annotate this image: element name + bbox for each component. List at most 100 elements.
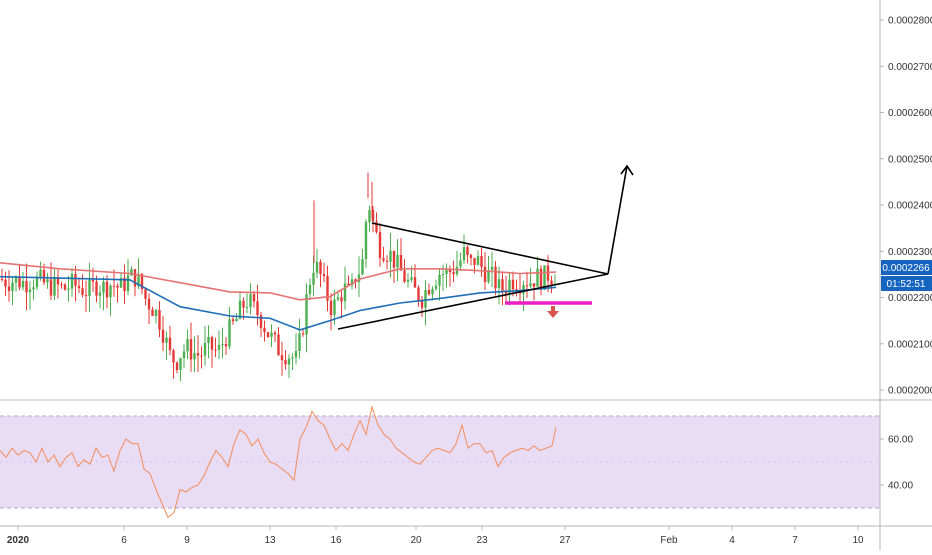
candle-body[interactable] (158, 310, 161, 330)
candle-body[interactable] (130, 269, 133, 276)
candle-body[interactable] (413, 277, 417, 288)
candle-body[interactable] (291, 357, 294, 359)
rsi-pane[interactable] (0, 404, 880, 518)
candle-body[interactable] (0, 279, 4, 280)
candle-body[interactable] (252, 294, 256, 302)
triangle-lower-trendline[interactable] (337, 273, 609, 330)
candle-body[interactable] (172, 350, 175, 363)
candle-body[interactable] (49, 279, 53, 296)
candle-body[interactable] (459, 260, 462, 267)
candle-body[interactable] (438, 274, 441, 286)
candle-body[interactable] (277, 334, 280, 356)
candle-body[interactable] (301, 333, 305, 335)
candle-body[interactable] (25, 281, 28, 293)
candle-body[interactable] (256, 301, 259, 315)
candle-body[interactable] (280, 355, 284, 361)
candle-body[interactable] (126, 275, 130, 291)
candle-body[interactable] (347, 283, 350, 286)
candle-body[interactable] (18, 276, 21, 288)
candle-body[interactable] (228, 319, 231, 347)
candle-body[interactable] (81, 288, 84, 295)
candle-body[interactable] (189, 339, 193, 360)
candle-body[interactable] (455, 266, 459, 275)
candle-body[interactable] (354, 279, 357, 283)
candle-body[interactable] (56, 277, 60, 285)
candle-body[interactable] (112, 285, 116, 287)
candle-body[interactable] (483, 266, 487, 282)
candle-body[interactable] (392, 250, 396, 268)
candle-body[interactable] (74, 274, 77, 286)
candle-body[interactable] (536, 268, 539, 287)
candle-body[interactable] (105, 281, 109, 298)
candle-body[interactable] (305, 294, 308, 335)
candle-body[interactable] (315, 261, 319, 273)
candle-body[interactable] (543, 265, 546, 290)
candle-body[interactable] (319, 261, 322, 274)
candle-body[interactable] (161, 329, 165, 343)
candle-body[interactable] (102, 281, 105, 293)
candle-body[interactable] (525, 285, 529, 287)
candle-body[interactable] (175, 362, 179, 370)
candle-body[interactable] (266, 332, 270, 337)
candle-body[interactable] (308, 284, 312, 294)
candle-body[interactable] (550, 280, 553, 285)
candle-body[interactable] (179, 358, 182, 370)
candle-body[interactable] (382, 258, 385, 261)
candle-body[interactable] (462, 247, 466, 261)
candle-body[interactable] (466, 247, 469, 255)
candle-body[interactable] (210, 337, 214, 350)
candle-body[interactable] (420, 300, 424, 308)
candle-body[interactable] (287, 358, 291, 365)
candle-body[interactable] (144, 289, 147, 299)
candle-body[interactable] (196, 353, 200, 356)
candle-body[interactable] (88, 279, 91, 297)
down-arrow-icon[interactable] (547, 311, 559, 318)
candle-body[interactable] (11, 282, 14, 291)
price-axis[interactable]: 0.0002800 0.0002700 0.0002600 0.0002500 0.00… (880, 16, 932, 397)
candle-body[interactable] (224, 343, 228, 347)
candle-body[interactable] (476, 256, 480, 265)
candle-body[interactable] (207, 337, 210, 343)
ema-fast-line[interactable] (0, 262, 557, 301)
candle-body[interactable] (109, 285, 112, 298)
candle-body[interactable] (441, 274, 445, 276)
candle-body[interactable] (469, 255, 473, 258)
candle-body[interactable] (511, 279, 515, 290)
candle-body[interactable] (371, 210, 375, 222)
candle-body[interactable] (91, 279, 95, 282)
candle-body[interactable] (378, 232, 382, 259)
candle-body[interactable] (522, 285, 525, 294)
time-axis[interactable]: 2020 6 9 13 16 20 23 27 Feb 4 7 10 (7, 526, 864, 546)
candle-body[interactable] (473, 258, 476, 265)
candle-body[interactable] (539, 268, 543, 290)
candle-body[interactable] (375, 221, 378, 233)
candle-body[interactable] (434, 285, 438, 289)
candle-body[interactable] (32, 287, 35, 290)
candle-body[interactable] (217, 344, 221, 350)
candle-body[interactable] (399, 255, 403, 271)
candle-body[interactable] (343, 283, 347, 302)
candle-body[interactable] (98, 292, 102, 296)
candle-body[interactable] (4, 279, 7, 287)
candle-body[interactable] (532, 283, 536, 287)
candle-body[interactable] (340, 297, 343, 302)
candle-body[interactable] (357, 274, 361, 282)
candle-body[interactable] (154, 310, 158, 316)
candle-body[interactable] (396, 255, 399, 268)
candle-body[interactable] (7, 286, 11, 291)
candle-body[interactable] (424, 290, 427, 308)
candle-body[interactable] (490, 266, 494, 271)
breakout-arrow-line[interactable] (607, 165, 628, 275)
candle-body[interactable] (452, 272, 455, 275)
candle-body[interactable] (263, 327, 266, 333)
candle-body[interactable] (221, 343, 224, 345)
candle-body[interactable] (193, 353, 196, 360)
candle-body[interactable] (529, 283, 532, 287)
rsi-axis[interactable]: 60.00 40.00 (880, 435, 913, 492)
candle-body[interactable] (501, 279, 504, 291)
candle-body[interactable] (406, 279, 410, 282)
candle-body[interactable] (77, 285, 81, 289)
candle-body[interactable] (508, 279, 511, 294)
